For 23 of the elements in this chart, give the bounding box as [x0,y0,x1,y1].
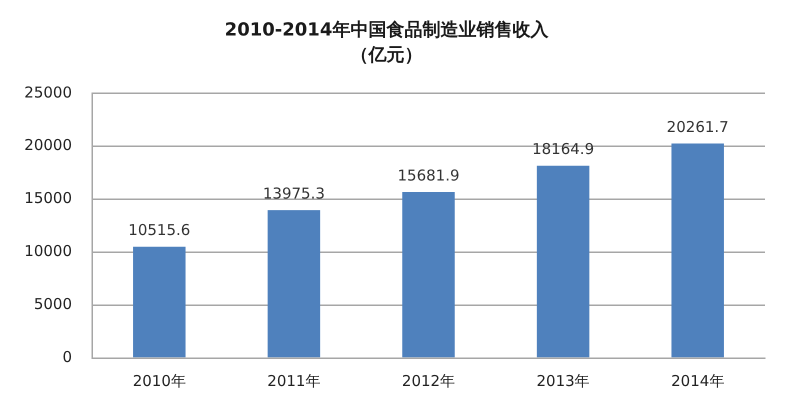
x-tick-label: 2013年 [536,372,590,390]
bar [671,144,724,358]
data-label: 15681.9 [397,166,460,184]
x-tick-label: 2010年 [132,372,186,390]
x-tick-label: 2012年 [402,372,456,390]
y-tick-label: 0 [62,348,72,366]
data-label: 18164.9 [532,140,594,158]
x-tick-label: 2014年 [671,372,724,390]
y-tick-label: 15000 [24,189,72,208]
chart-subtitle: （亿元） [350,44,422,66]
chart-title: 2010-2014年中国食品制造业销售收入 [224,19,550,40]
data-label: 10515.6 [128,221,190,240]
bar [402,192,455,358]
bar [133,246,186,358]
bar [268,210,320,358]
bar [536,166,590,358]
y-tick-label: 20000 [24,136,72,154]
y-tick-label: 5000 [34,294,72,313]
y-tick-label: 25000 [24,83,72,102]
y-tick-label: 10000 [24,242,72,260]
x-tick-label: 2011年 [267,372,320,390]
data-label: 13975.3 [262,184,325,202]
data-label: 20261.7 [666,118,729,136]
